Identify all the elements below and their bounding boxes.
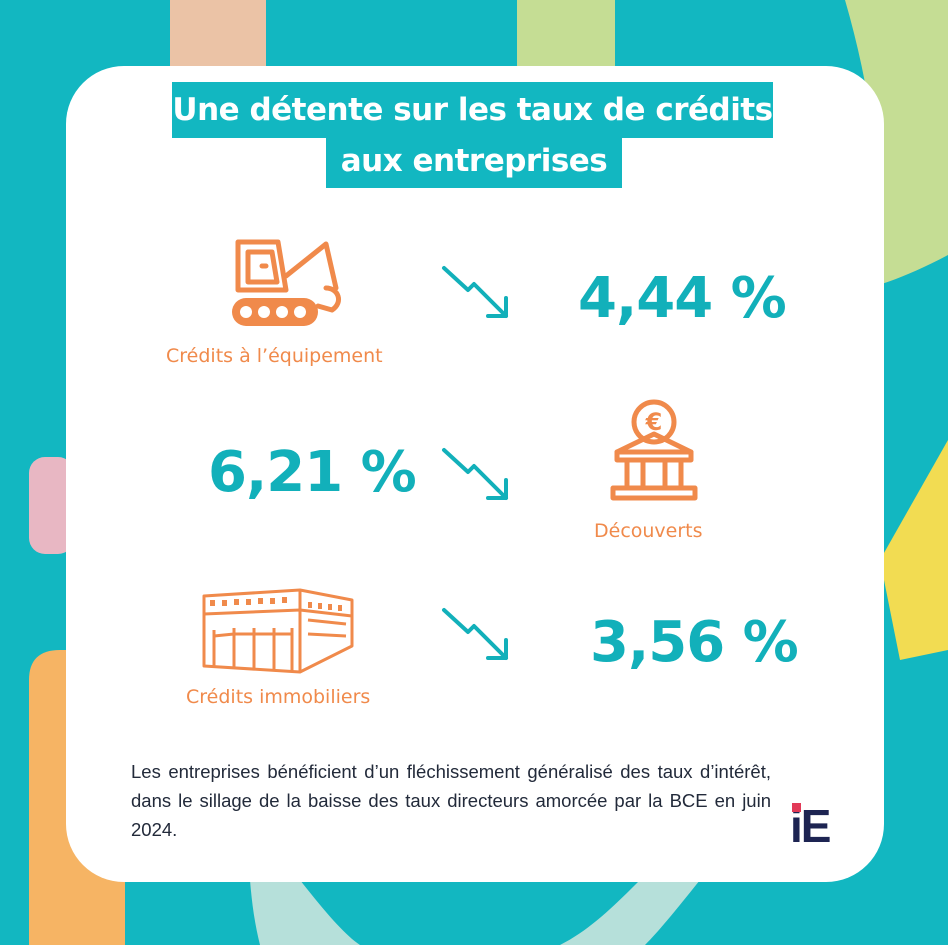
peach-block (170, 0, 266, 70)
real-estate-credits-label: Crédits immobiliers (186, 686, 371, 708)
bank-euro-icon: € (610, 399, 698, 501)
title-line-2: aux entreprises (326, 134, 622, 188)
title-line-1: Une détente sur les taux de crédits (172, 82, 773, 138)
equipment-credits-rate: 4,44 % (578, 266, 787, 331)
content-card (66, 66, 884, 882)
real-estate-credits-rate: 3,56 % (590, 610, 799, 675)
mint-arc-right (560, 880, 700, 945)
yellow-shape (880, 440, 948, 660)
trend-down-arrow-icon (442, 266, 508, 318)
trend-down-arrow-icon (442, 448, 508, 500)
pink-block (29, 457, 74, 554)
building-icon (202, 588, 354, 674)
excavator-icon (232, 239, 342, 326)
ie-logo: iE (790, 803, 831, 849)
mint-arc (250, 880, 360, 945)
trend-down-arrow-icon (442, 608, 508, 660)
description-text: Les entreprises bénéficient d’un fléchis… (131, 761, 771, 840)
logo-dot (792, 803, 801, 812)
green-arc (845, 0, 948, 285)
svg-text:€: € (645, 408, 663, 436)
green-block (517, 0, 615, 70)
overdraft-label: Découverts (594, 520, 703, 542)
overdraft-rate: 6,21 % (208, 440, 417, 505)
equipment-credits-label: Crédits à l’équipement (166, 345, 383, 367)
